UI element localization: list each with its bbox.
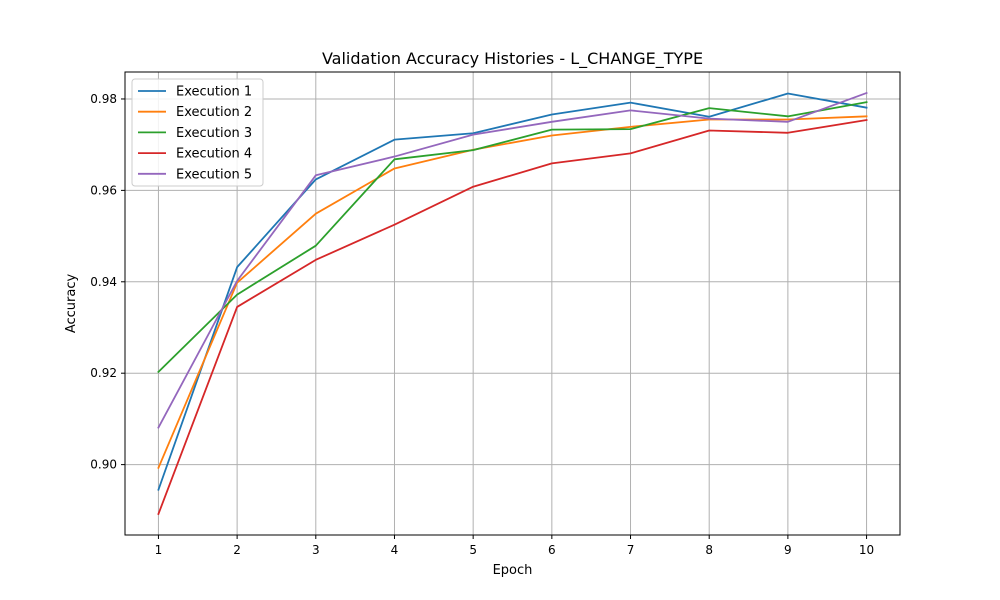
y-axis-label: Accuracy	[64, 274, 79, 334]
x-tick-label: 4	[391, 543, 399, 557]
legend-label: Execution 4	[176, 147, 252, 162]
series-line-execution-1	[157, 92, 868, 491]
y-tick-label: 0.92	[90, 366, 117, 380]
x-axis-ticks: 1 2 3 4 5 6 7 8 9 10	[155, 535, 874, 557]
y-tick-label: 0.94	[90, 275, 117, 289]
y-axis-ticks: 0.90 0.92 0.94 0.96 0.98	[90, 92, 125, 472]
series-lines	[157, 91, 868, 516]
x-tick-label: 3	[312, 543, 320, 557]
y-tick-label: 0.90	[90, 458, 117, 472]
chart-title: Validation Accuracy Histories - L_CHANGE…	[322, 49, 703, 69]
legend-label: Execution 2	[176, 105, 252, 120]
x-axis-label: Epoch	[493, 563, 533, 578]
x-tick-label: 7	[627, 543, 635, 557]
series-line-execution-3	[157, 101, 868, 374]
x-tick-label: 2	[233, 543, 241, 557]
legend-label: Execution 5	[176, 167, 252, 182]
axes-frame	[124, 71, 901, 536]
legend-label: Execution 3	[176, 126, 252, 141]
x-tick-label: 1	[155, 543, 163, 557]
legend-label: Execution 1	[176, 85, 252, 100]
x-tick-label: 9	[784, 543, 792, 557]
y-tick-label: 0.98	[90, 92, 117, 106]
legend-box	[131, 78, 264, 187]
x-tick-label: 8	[705, 543, 713, 557]
x-tick-label: 5	[469, 543, 477, 557]
y-tick-label: 0.96	[90, 183, 117, 197]
x-tick-label: 6	[548, 543, 556, 557]
x-tick-label: 10	[859, 543, 874, 557]
legend: Execution 1 Execution 2 Execution 3 Executi…	[131, 78, 264, 187]
series-line-execution-4	[157, 118, 868, 516]
series-line-execution-5	[157, 91, 868, 429]
